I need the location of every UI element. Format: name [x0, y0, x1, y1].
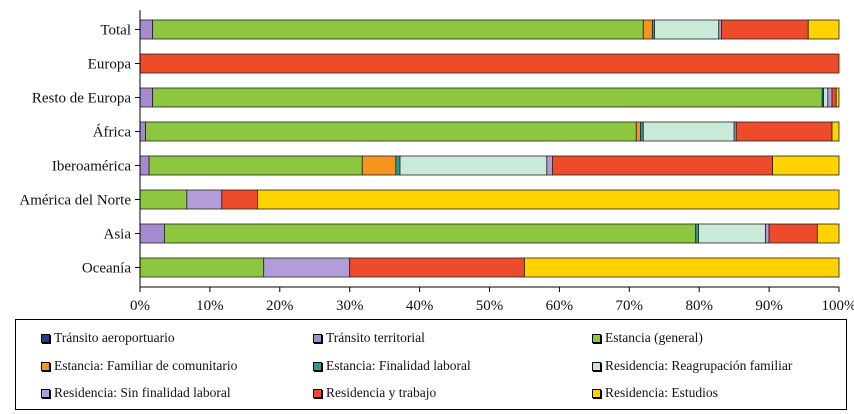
category-label: Resto de Europa — [32, 91, 131, 107]
legend-swatch — [313, 388, 322, 398]
category-label: Total — [100, 23, 131, 39]
bar-segment-residencia-y-trabajo — [735, 121, 833, 142]
bar-segment-estancia-familiar-de-comunitario — [635, 121, 641, 142]
x-tick-label: 10% — [196, 298, 224, 314]
bar-segment-estancia-general — [145, 121, 637, 142]
legend-swatch — [41, 333, 50, 343]
bar-segment-estancia-general — [139, 257, 265, 278]
bar-segment-residencia-sin-finalidad-laboral — [263, 257, 351, 278]
bar-segment-residencia-reagrupacion-familiar — [698, 223, 767, 244]
bar-segment-residencia-estudios — [772, 155, 840, 176]
x-tick-label: 60% — [546, 298, 574, 314]
legend: Tránsito aeroportuario Tránsito territori… — [15, 319, 847, 410]
legend-label: Residencia: Sin finalidad laboral — [54, 385, 231, 400]
category-label: Oceanía — [82, 261, 131, 277]
x-tick-label: 30% — [336, 298, 364, 314]
legend-swatch — [592, 388, 601, 398]
legend-swatch — [313, 361, 322, 371]
category-label: África — [93, 124, 132, 141]
category-label: Europa — [88, 57, 132, 73]
legend-swatch — [592, 333, 601, 343]
bar-segment-estancia-general — [152, 87, 823, 108]
legend-item-residencia-sin-finalidad-laboral: Residencia: Sin finalidad laboral — [41, 383, 231, 403]
category-label: Iberoamérica — [52, 159, 131, 175]
legend-item-estancia-finalidad-laboral: Estancia: Finalidad laboral — [313, 356, 471, 376]
bar-segment-transito-territorial — [139, 223, 165, 244]
legend-label: Tránsito aeroportuario — [54, 330, 175, 345]
bar-segment-transito-territorial — [139, 87, 153, 108]
bar-segment-residencia-y-trabajo — [768, 223, 818, 244]
bar-segment-residencia-y-trabajo — [139, 53, 840, 74]
bar-segment-transito-territorial — [139, 121, 146, 142]
bar-segment-estancia-general — [148, 155, 363, 176]
bar-segment-residencia-estudios — [524, 257, 840, 278]
x-tick-label: 80% — [685, 298, 713, 314]
bar-segment-residencia-estudios — [807, 19, 840, 40]
x-tick-label: 20% — [266, 298, 294, 314]
x-tick-label: 100% — [822, 298, 854, 314]
bar-segment-residencia-reagrupacion-familiar — [642, 121, 735, 142]
legend-label: Estancia: Familiar de comunitario — [54, 358, 238, 373]
legend-label: Residencia: Reagrupación familiar — [605, 358, 793, 373]
x-tick-label: 40% — [406, 298, 434, 314]
bar-segment-residencia-sin-finalidad-laboral — [546, 155, 553, 176]
legend-item-residencia-estudios: Residencia: Estudios — [592, 383, 718, 403]
bar-segment-residencia-reagrupacion-familiar — [823, 87, 829, 108]
category-label: América del Norte — [19, 193, 131, 209]
legend-label: Tránsito territorial — [326, 330, 425, 345]
bar-segment-residencia-sin-finalidad-laboral — [186, 189, 223, 210]
bar-segment-estancia-general — [139, 189, 188, 210]
bar-segment-estancia-general — [164, 223, 697, 244]
x-axis — [135, 10, 840, 292]
bar-segment-residencia-sin-finalidad-laboral — [827, 87, 833, 108]
category-labels: Total Europa Resto de Europa África Iberoamé… — [19, 23, 131, 277]
x-tick-label: 90% — [755, 298, 783, 314]
bar-segment-residencia-reagrupacion-familiar — [399, 155, 548, 176]
bar-segment-residencia-y-trabajo — [221, 189, 258, 210]
stacked-bar-chart: Total Europa Resto de Europa África Iberoamé… — [19, 10, 854, 314]
legend-label: Estancia: Finalidad laboral — [326, 358, 471, 373]
bar-segment-residencia-estudios — [257, 189, 840, 210]
bar-segment-residencia-reagrupacion-familiar — [654, 19, 720, 40]
legend-item-residencia-reagrupacion-familiar: Residencia: Reagrupación familiar — [592, 356, 792, 376]
bars — [139, 19, 840, 278]
bar-segment-residencia-y-trabajo — [721, 19, 809, 40]
bar-segment-estancia-finalidad-laboral — [640, 121, 644, 142]
bar-segment-estancia-familiar-de-comunitario — [642, 19, 653, 40]
x-tick-labels: 0% 10% 20% 30% 40% 50% 60% 70% 80% 90% 100% — [130, 298, 854, 314]
bar-segment-residencia-y-trabajo — [349, 257, 525, 278]
legend-label: Estancia (general) — [605, 330, 703, 345]
bar-segment-residencia-y-trabajo — [552, 155, 773, 176]
bar-segment-transito-territorial — [139, 19, 153, 40]
legend-item-estancia-familiar-de-comunitario: Estancia: Familiar de comunitario — [41, 356, 237, 376]
legend-label: Residencia: Estudios — [605, 385, 718, 400]
x-tick-label: 70% — [616, 298, 644, 314]
legend-swatch — [41, 361, 50, 371]
x-tick-label: 50% — [476, 298, 504, 314]
bar-segment-transito-territorial — [139, 155, 150, 176]
legend-item-transito-aeroportuario: Tránsito aeroportuario — [41, 328, 175, 348]
bar-segment-residencia-sin-finalidad-laboral — [718, 19, 722, 40]
bar-segment-residencia-y-trabajo — [831, 87, 837, 108]
bar-segment-residencia-estudios — [835, 87, 840, 108]
bar-segment-estancia-familiar-de-comunitario — [361, 155, 397, 176]
legend-swatch — [592, 361, 601, 371]
legend-swatch — [313, 333, 322, 343]
legend-item-estancia-general: Estancia (general) — [592, 328, 703, 348]
bar-segment-residencia-estudios — [816, 223, 840, 244]
legend-item-transito-territorial: Tránsito territorial — [313, 328, 425, 348]
bar-segment-estancia-finalidad-laboral — [695, 223, 699, 244]
bar-segment-estancia-general — [152, 19, 644, 40]
category-label: Asia — [104, 227, 132, 243]
x-tick-label: 0% — [130, 298, 150, 314]
bar-segment-residencia-estudios — [831, 121, 840, 142]
legend-item-residencia-y-trabajo: Residencia y trabajo — [313, 383, 436, 403]
bar-segment-residencia-sin-finalidad-laboral — [765, 223, 770, 244]
legend-label: Residencia y trabajo — [326, 385, 437, 400]
legend-swatch — [41, 388, 50, 398]
bar-segment-estancia-finalidad-laboral — [395, 155, 401, 176]
